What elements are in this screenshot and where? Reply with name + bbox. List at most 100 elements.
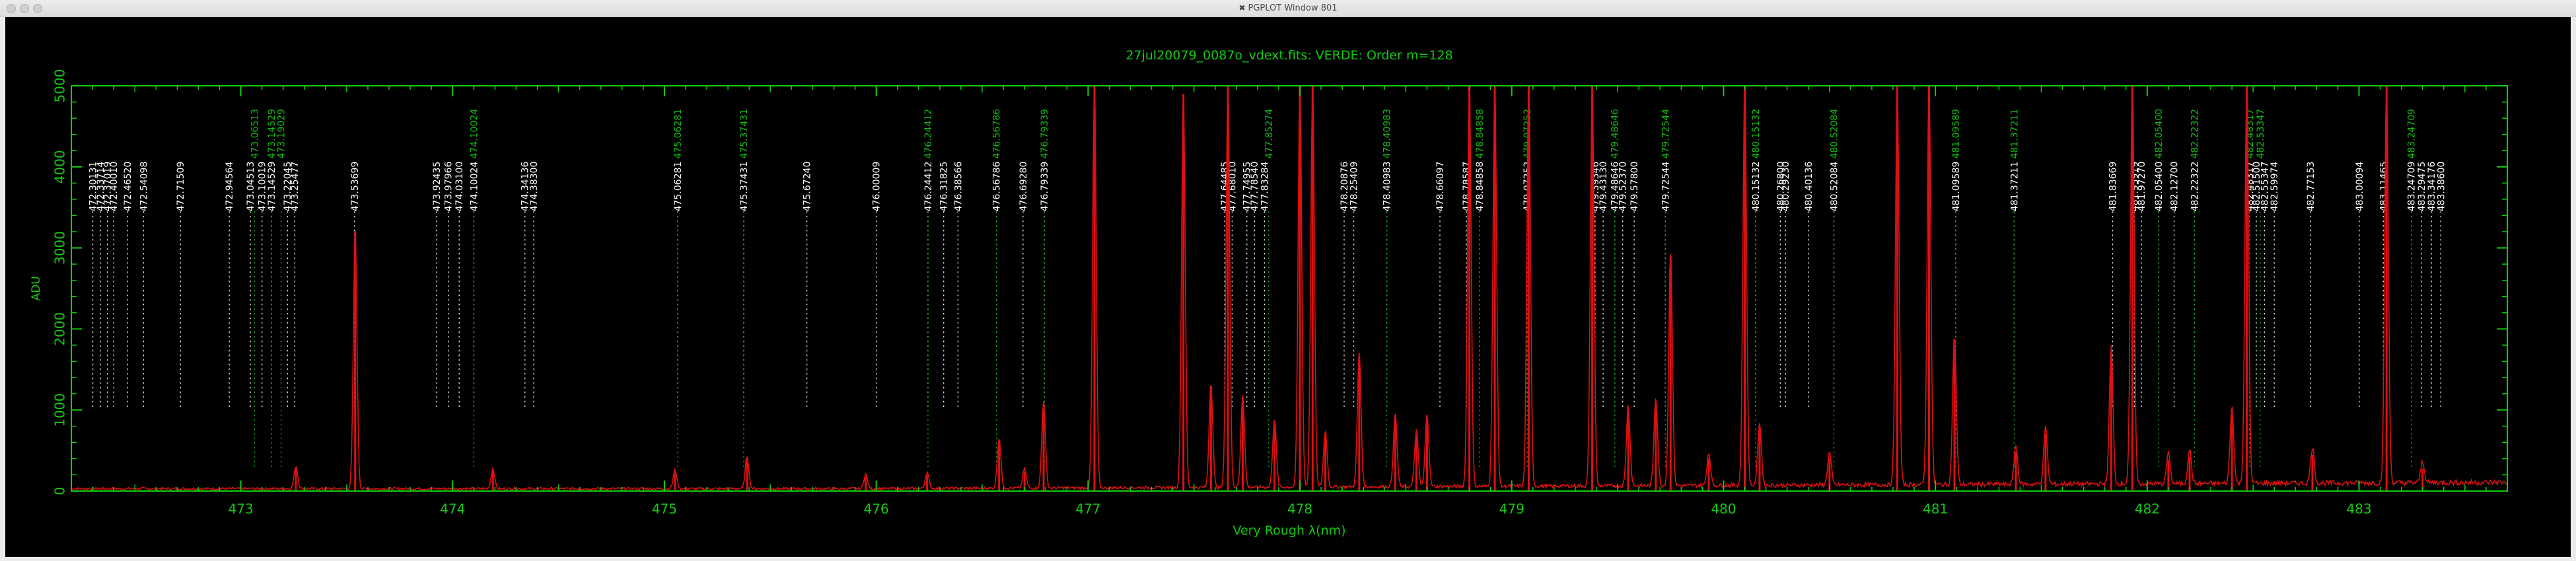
window-title: PGPLOT Window 801 [1248,3,1338,13]
x-tick-label: 477 [1075,501,1100,517]
x-tick-label: 483 [2346,501,2371,517]
white-marker-label: 474.10024 [469,162,480,212]
white-marker-label: 481.97270 [2137,162,2147,212]
x-tick-label: 480 [1711,501,1736,517]
white-marker-label: 479.57800 [1629,162,1640,212]
white-marker-label: 481.09589 [1951,162,1962,212]
y-axis-label: ADU [30,276,43,300]
white-marker-label: 478.20876 [1340,162,1350,212]
zoom-button[interactable] [33,4,42,13]
green-marker-label: 476.79339 [1040,109,1050,159]
green-marker-label: 480.52084 [1829,109,1840,159]
white-marker-label: 479.72544 [1661,162,1671,212]
x-axis-label: Very Rough λ(nm) [1233,523,1345,538]
window-titlebar: ✖ PGPLOT Window 801 [0,0,2576,16]
white-marker-label: 477.68010 [1227,162,1238,212]
white-marker-label: 476.56786 [992,162,1003,212]
white-marker-label: 476.38566 [953,162,964,212]
white-marker-label: 472.71509 [176,162,186,212]
white-marker-label: 476.79339 [1040,162,1050,212]
white-marker-label: 483.38600 [2436,162,2447,212]
green-marker-label: 482.05400 [2154,109,2165,159]
white-marker-label: 472.30131 [88,162,98,212]
white-marker-label: 479.43130 [1598,162,1609,212]
green-marker-label: 475.37431 [739,109,750,159]
white-marker-label: 476.31825 [939,162,950,212]
green-marker-label: 483.24709 [2407,109,2417,159]
spectrum-layer [71,85,2507,491]
white-marker-label: 480.29230 [1781,162,1791,212]
x-tick-label: 473 [228,501,253,517]
white-marker-label: 482.77153 [2306,162,2316,212]
white-marker-label: 482.51500 [2252,162,2262,212]
spectrum-line [71,85,2507,491]
white-marker-label: 475.06281 [673,162,684,212]
y-tick-label: 0 [52,487,68,496]
green-marker-label: 479.48646 [1610,109,1621,159]
white-marker-label: 476.24412 [923,162,934,212]
y-tick-label: 4000 [52,150,68,183]
white-marker-label: 475.67240 [803,162,813,212]
white-marker-label: 474.03100 [454,162,465,212]
white-marker-label: 475.37431 [739,162,750,212]
white-marker-label: 477.78540 [1250,162,1260,212]
x-tick-label: 482 [2135,501,2160,517]
green-marker-label: 478.84858 [1475,109,1485,159]
white-marker-label: 480.15132 [1751,162,1762,212]
white-marker-label: 482.59974 [2270,162,2280,212]
y-tick-label: 1000 [52,393,68,427]
y-tick-label: 5000 [52,69,68,103]
x-tick-label: 474 [440,501,465,517]
white-marker-label: 472.33714 [96,162,106,212]
close-button[interactable] [7,4,16,13]
green-marker-label: 481.09589 [1951,109,1962,159]
white-marker-label: 483.34176 [2427,162,2437,212]
white-marker-label: 482.05400 [2154,162,2165,212]
green-marker-label: 482.22322 [2190,109,2200,159]
white-marker-label: 473.22045 [283,162,293,212]
x-tick-label: 478 [1287,501,1312,517]
white-marker-label: 479.48646 [1610,162,1621,212]
white-marker-label: 476.00009 [872,162,882,212]
white-marker-label: 477.74955 [1242,162,1253,212]
white-marker-label: 480.52084 [1829,162,1840,212]
x-tick-label: 476 [864,501,889,517]
chart-title: 27jul20079_0087o_vdext.fits: VERDE: Orde… [1126,48,1452,63]
white-marker-label: 478.84858 [1475,162,1485,212]
y-tick-label: 2000 [52,312,68,346]
white-marker-label: 473.10019 [258,162,268,212]
plot-area: 472.30131 472.33714 472.37019 472.40010 472.… [5,17,2571,557]
green-marker-label: 478.40983 [1382,109,1392,159]
white-marker-label: 478.25409 [1349,162,1360,212]
white-marker-label: 473.14529 [267,162,277,212]
white-marker-label: 473.25477 [290,162,301,212]
white-marker-label: 473.04513 [246,162,256,212]
white-marker-label: 474.38300 [529,162,540,212]
white-marker-label: 472.54098 [139,162,149,212]
white-marker-label: 479.52370 [1618,162,1629,212]
green-marker-label: 474.10024 [469,109,480,159]
window-title-container: ✖ PGPLOT Window 801 [0,0,2576,16]
white-marker-label: 482.22322 [2190,162,2200,212]
white-marker-label: 478.66097 [1435,162,1446,212]
white-marker-label: 476.69280 [1019,162,1029,212]
white-marker-label: 480.40136 [1804,162,1814,212]
white-marker-label: 478.40983 [1382,162,1392,212]
white-marker-label: 472.40010 [109,162,120,212]
minimize-button[interactable] [20,4,29,13]
white-marker-label: 474.34136 [520,162,531,212]
green-marker-label: 473.14529 [267,109,277,159]
white-marker-label: 483.00094 [2355,162,2365,212]
white-marker-label: 473.53699 [350,162,361,212]
green-marker-label: 482.53347 [2256,109,2266,159]
white-marker-label: 482.12700 [2170,162,2180,212]
green-marker-label: 475.06281 [673,109,684,159]
white-marker-label: 482.55347 [2260,162,2270,212]
green-marker-label: 481.37211 [2009,109,2020,159]
green-marker-label: 479.72544 [1661,109,1671,159]
x-tick-label: 481 [1923,501,1948,517]
